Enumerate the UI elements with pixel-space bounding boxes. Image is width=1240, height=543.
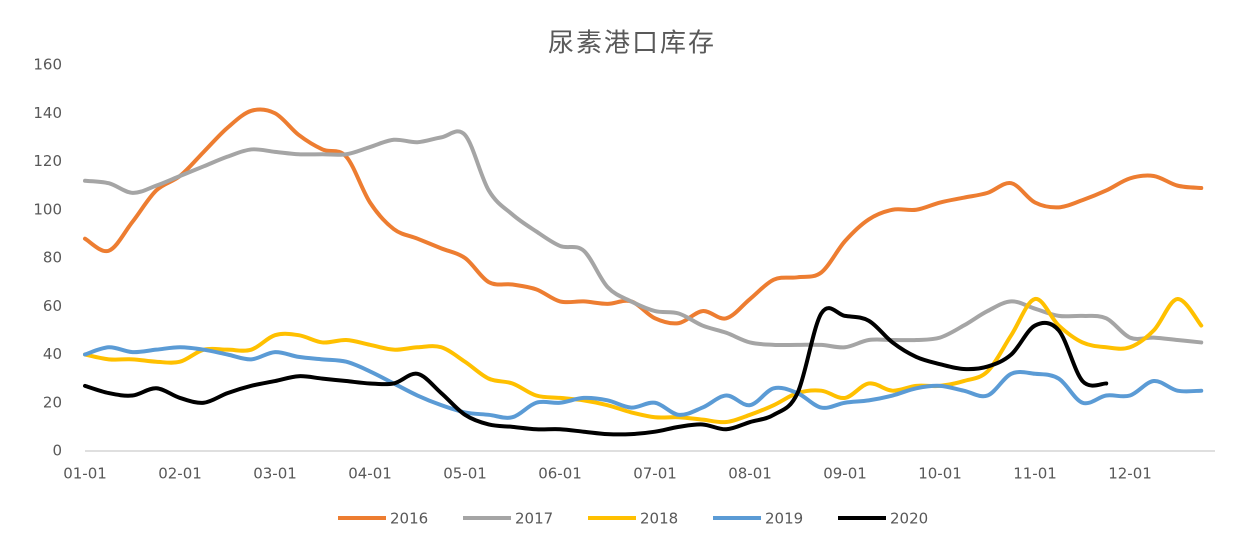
- x-tick-label: 09-01: [823, 465, 867, 483]
- legend-label: 2020: [890, 510, 928, 528]
- y-tick-label: 80: [43, 249, 62, 267]
- y-tick-label: 60: [43, 297, 62, 315]
- y-tick-label: 120: [33, 152, 62, 170]
- x-tick-label: 10-01: [918, 465, 962, 483]
- series-line: [83, 107, 1204, 326]
- series-line: [83, 345, 1204, 420]
- legend-label: 2019: [765, 510, 803, 528]
- x-tick-label: 05-01: [443, 465, 487, 483]
- y-tick-label: 100: [33, 200, 62, 218]
- chart-title: 尿素港口库存: [548, 29, 716, 59]
- series-line: [83, 306, 1109, 437]
- series-line: [83, 129, 1204, 350]
- legend-label: 2016: [390, 510, 428, 528]
- x-tick-label: 08-01: [728, 465, 772, 483]
- x-tick-label: 07-01: [633, 465, 677, 483]
- y-tick-label: 20: [43, 393, 62, 411]
- x-tick-label: 06-01: [538, 465, 582, 483]
- y-tick-label: 40: [43, 345, 62, 363]
- y-tick-label: 140: [33, 104, 62, 122]
- y-tick-label: 160: [33, 56, 62, 74]
- series-line: [83, 297, 1204, 425]
- y-tick-label: 0: [52, 442, 62, 460]
- x-tick-label: 01-01: [63, 465, 107, 483]
- x-tick-label: 03-01: [253, 465, 297, 483]
- x-tick-label: 12-01: [1108, 465, 1152, 483]
- x-tick-label: 02-01: [158, 465, 202, 483]
- legend-label: 2018: [640, 510, 678, 528]
- legend-label: 2017: [515, 510, 553, 528]
- x-tick-label: 11-01: [1013, 465, 1057, 483]
- x-tick-label: 04-01: [348, 465, 392, 483]
